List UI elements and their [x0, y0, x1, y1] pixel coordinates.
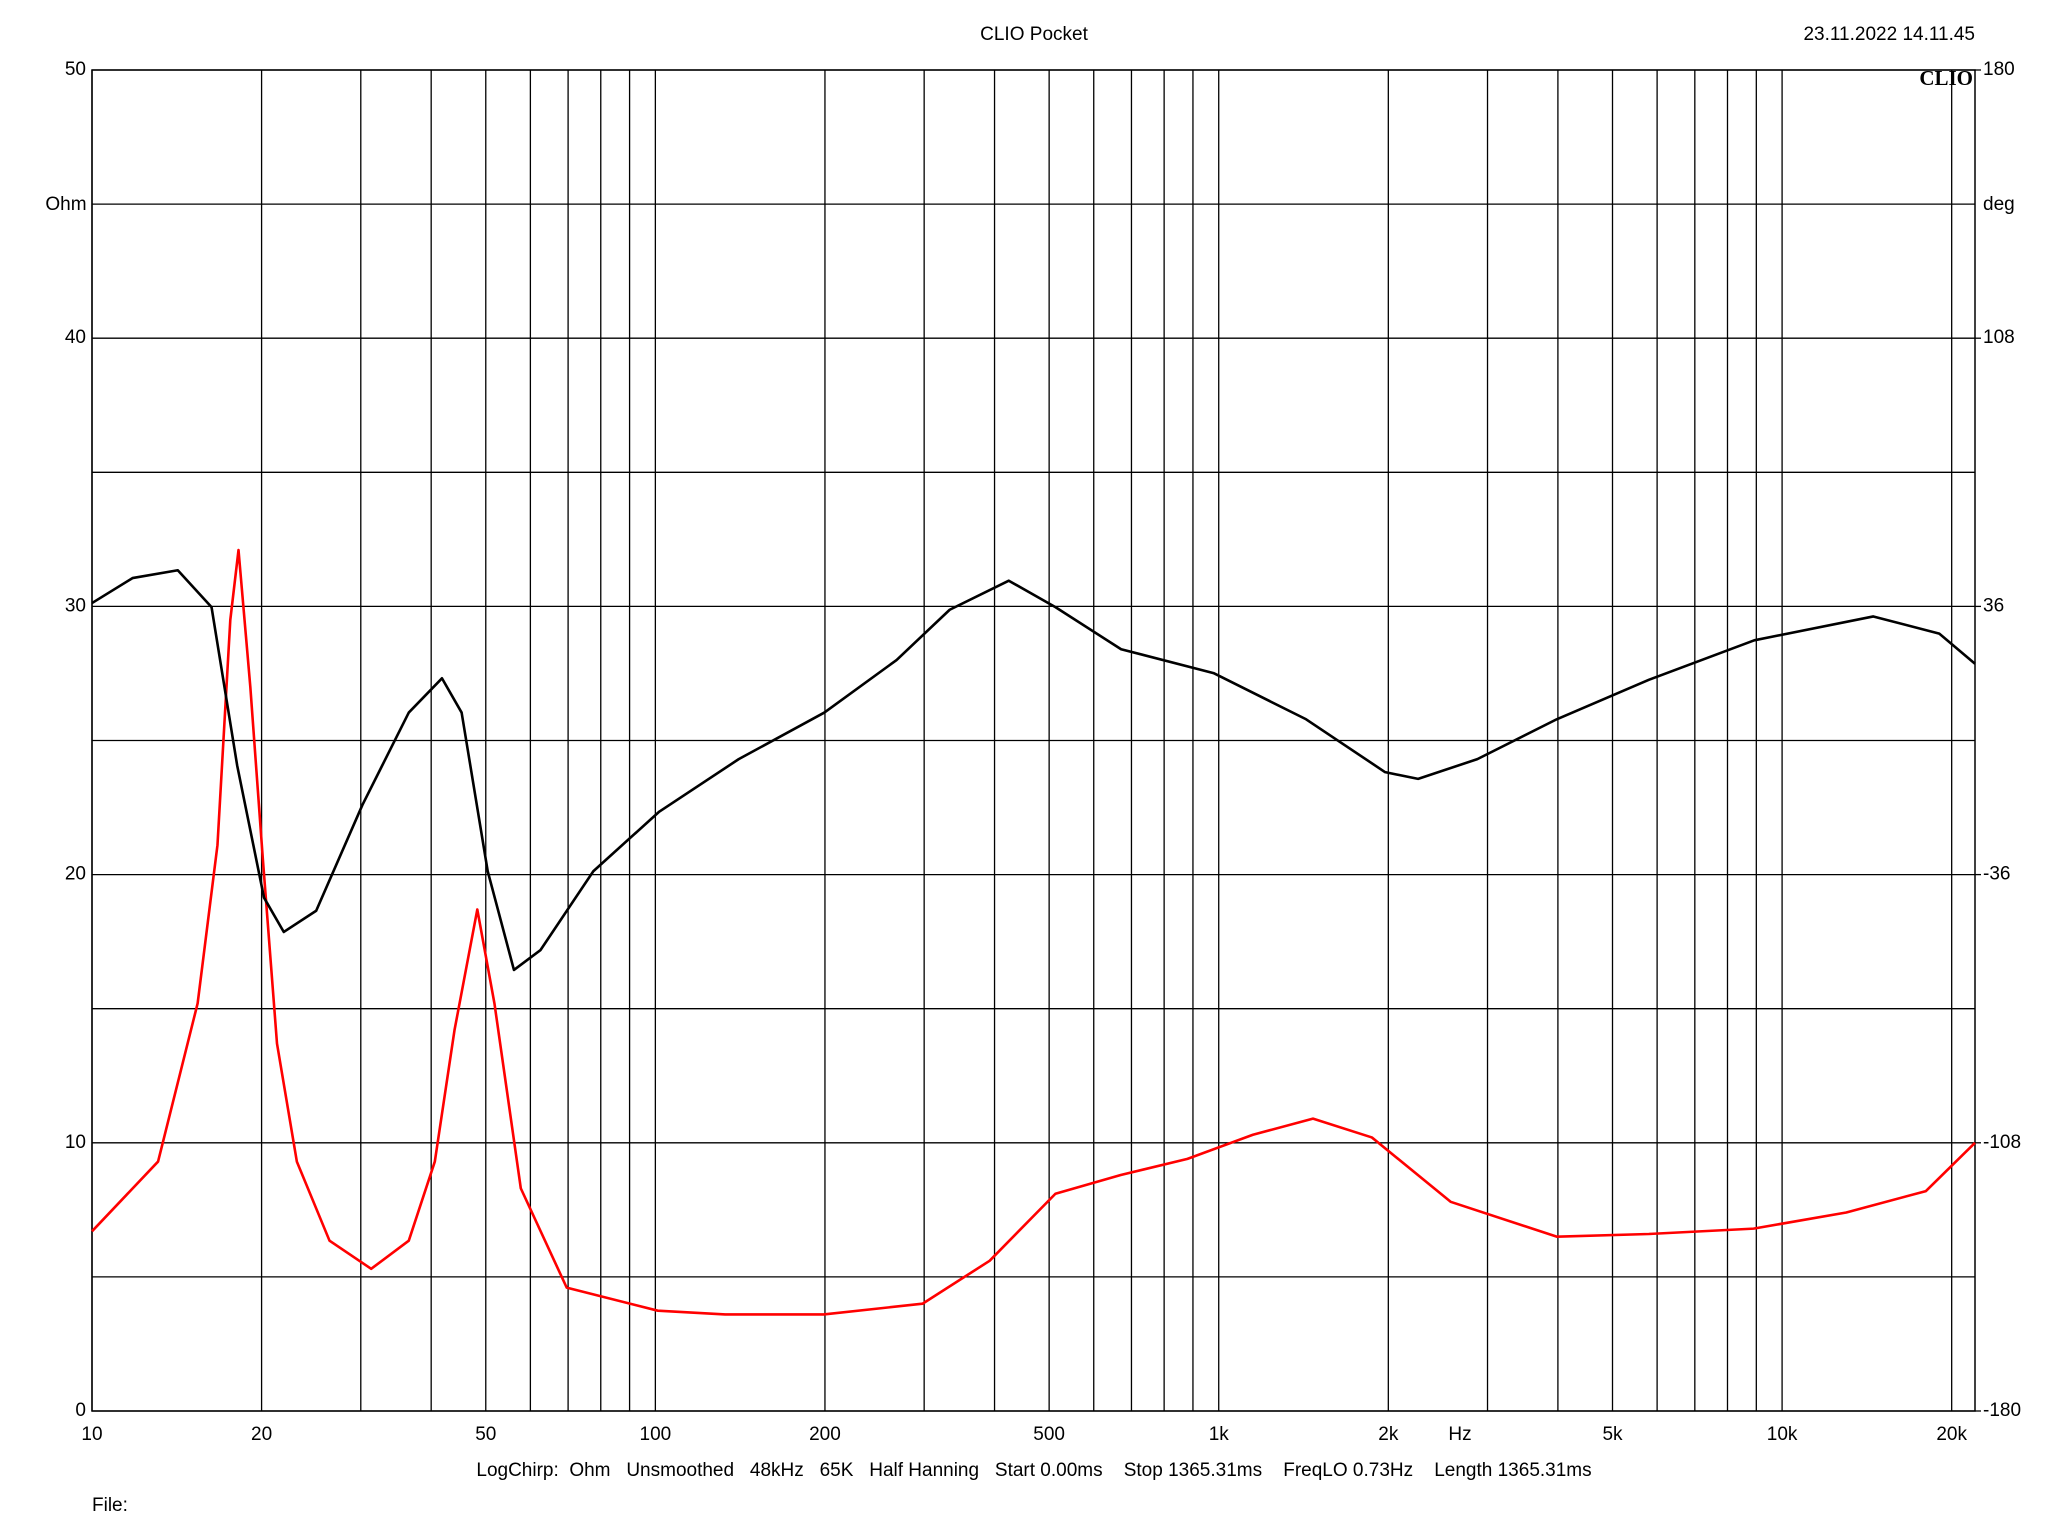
y-axis-label: Ohm: [45, 194, 86, 215]
y-tick-label: 20: [65, 864, 86, 885]
file-label: File:: [92, 1495, 128, 1516]
timestamp: 23.11.2022 14.11.45: [1803, 24, 1975, 45]
y-tick-label: 30: [65, 595, 86, 616]
y2-tick-label: 108: [1983, 327, 2015, 348]
x-tick-label: 500: [1033, 1424, 1065, 1445]
y2-tick-label: -36: [1983, 864, 2010, 885]
y-tick-label: 50: [65, 59, 86, 80]
x-tick-label: 200: [809, 1424, 841, 1445]
y2-tick-label: 36: [1983, 595, 2004, 616]
x-tick-label: 10k: [1767, 1424, 1798, 1445]
chart-title: CLIO Pocket: [980, 24, 1088, 45]
x-tick-label: 2k: [1378, 1424, 1399, 1445]
y2-axis-label: deg: [1983, 194, 2015, 215]
y2-tick-label: 180: [1983, 59, 2015, 80]
curve: [91, 568, 1976, 972]
x-tick-label: 20: [251, 1424, 272, 1445]
x-tick-label: 100: [640, 1424, 672, 1445]
x-tick-label: 50: [475, 1424, 496, 1445]
x-tick-label: 5k: [1602, 1424, 1623, 1445]
footer: LogChirp: Ohm Unsmoothed 48kHz 65K Half …: [476, 1460, 1591, 1481]
y-tick-label: 0: [75, 1400, 86, 1421]
x-tick-label: 1k: [1209, 1424, 1230, 1445]
x-axis-label: Hz: [1448, 1424, 1471, 1445]
x-tick-label: 20k: [1936, 1424, 1967, 1445]
plot-frame: [91, 69, 1976, 1412]
x-tick-label: 10: [81, 1424, 102, 1445]
y-tick-label: 10: [65, 1132, 86, 1153]
curve: [91, 548, 1976, 1316]
y2-tick-label: -180: [1983, 1400, 2021, 1421]
y-tick-label: 40: [65, 327, 86, 348]
y2-tick-label: -108: [1983, 1132, 2021, 1153]
